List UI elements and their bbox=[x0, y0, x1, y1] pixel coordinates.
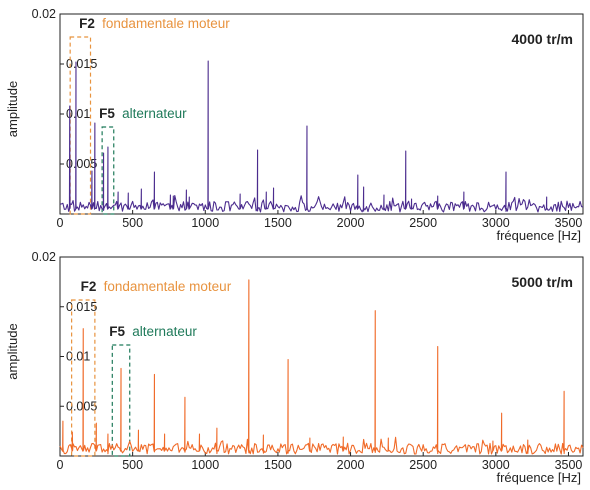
annotation-text: alternateur bbox=[132, 324, 197, 339]
y-tick-label: 0.01 bbox=[66, 350, 90, 364]
x-tick-label: 2000 bbox=[337, 216, 365, 230]
y-tick-label: 0.015 bbox=[66, 300, 97, 314]
x-tick-label: 1000 bbox=[191, 216, 219, 230]
x-tick-label: 1000 bbox=[191, 458, 219, 472]
annotation-text: alternateur bbox=[122, 106, 187, 121]
y-tick-label: 0.005 bbox=[66, 399, 97, 413]
x-tick-label: 0 bbox=[57, 216, 64, 230]
annotation-tag: F2 bbox=[79, 16, 95, 31]
x-tick-label: 2000 bbox=[337, 458, 365, 472]
x-tick-label: 500 bbox=[122, 216, 143, 230]
annotation-tag: F5 bbox=[109, 324, 125, 339]
annotation-text: fondamentale moteur bbox=[104, 279, 232, 294]
spectrum-line bbox=[60, 280, 583, 454]
x-tick-label: 2500 bbox=[409, 458, 437, 472]
y-tick-label: 0.02 bbox=[32, 250, 56, 264]
x-tick-label: 1500 bbox=[264, 458, 292, 472]
x-tick-label: 500 bbox=[122, 458, 143, 472]
x-axis-label: fréquence [Hz] bbox=[496, 228, 581, 243]
annotation-tag: F5 bbox=[99, 106, 115, 121]
annotation-tag: F2 bbox=[81, 279, 97, 294]
chart-title: 4000 tr/m bbox=[512, 31, 573, 47]
x-axis-label: fréquence [Hz] bbox=[496, 470, 581, 485]
y-axis-label: amplitude bbox=[5, 81, 20, 137]
annotation-text: fondamentale moteur bbox=[102, 16, 230, 31]
chart-title: 5000 tr/m bbox=[512, 274, 573, 290]
spectrum-line bbox=[60, 61, 583, 212]
y-axis-label: amplitude bbox=[5, 323, 20, 379]
x-tick-label: 2500 bbox=[409, 216, 437, 230]
y-tick-label: 0.02 bbox=[32, 7, 56, 21]
x-tick-label: 0 bbox=[57, 458, 64, 472]
x-tick-label: 1500 bbox=[264, 216, 292, 230]
